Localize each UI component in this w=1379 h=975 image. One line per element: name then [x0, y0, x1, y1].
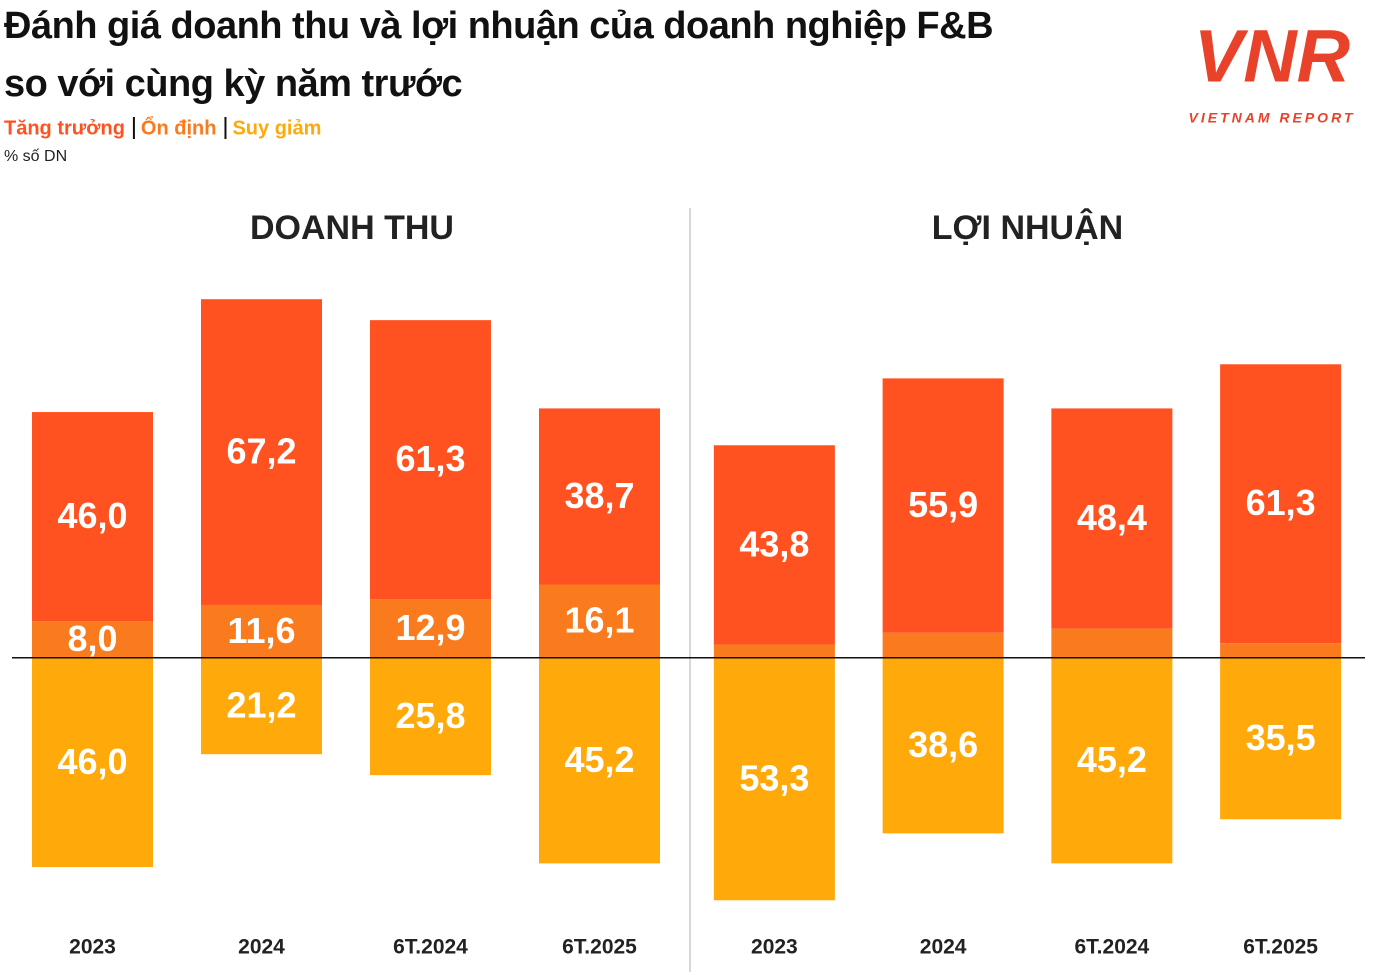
bar-segment: [32, 412, 153, 622]
bar-segment: [1051, 657, 1173, 864]
data-label: 45,2: [1077, 739, 1147, 780]
data-label: 45,2: [564, 739, 634, 780]
bar-segment: [201, 604, 322, 658]
x-tick-label: 2023: [69, 936, 116, 959]
x-tick-label: 6T.2024: [393, 936, 468, 959]
bar-segment: [32, 621, 153, 658]
data-label: 12,9: [395, 607, 465, 648]
legend: Tăng trưởng Ổn định Suy giảm: [4, 115, 321, 139]
bar-segment: [201, 657, 322, 755]
data-label: 16,1: [564, 600, 634, 641]
bar-segment: [882, 657, 1004, 834]
x-tick-label: 2024: [238, 936, 285, 959]
bar-segment: [713, 657, 835, 901]
chart-title: LỢI NHUẬN: [932, 209, 1123, 247]
bar-segment: [713, 445, 835, 645]
bar-segment: [882, 378, 1004, 633]
data-label: 61,3: [395, 438, 465, 479]
logo-mark: VNR: [1194, 15, 1350, 98]
data-label: 8,0: [67, 618, 117, 659]
data-label: 53,3: [739, 758, 809, 799]
title-line: Đánh giá doanh thu và lợi nhuận của doan…: [4, 5, 993, 47]
bar-segment: [1220, 643, 1342, 658]
data-label: 25,8: [395, 695, 465, 736]
bar-segment: [1220, 657, 1342, 820]
bar-segment: [539, 657, 660, 864]
bar-segment: [32, 657, 153, 868]
data-label: 35,5: [1246, 717, 1316, 758]
title-line: so với cùng kỳ năm trước: [4, 63, 462, 105]
unit-label: % số DN: [4, 148, 67, 165]
x-tick-label: 2023: [751, 936, 798, 959]
logo: VNR VIETNAM REPORT: [1189, 15, 1356, 126]
bar-segment: [1051, 628, 1173, 658]
data-label: 43,8: [739, 523, 809, 564]
x-tick-label: 6T.2024: [1075, 936, 1150, 959]
data-label: 67,2: [226, 431, 296, 472]
data-label: 61,3: [1246, 482, 1316, 523]
bar-segment: [1220, 364, 1342, 644]
x-tick-label: 6T.2025: [1243, 936, 1318, 959]
bar-segment: [882, 632, 1004, 658]
bar-segment: [539, 584, 660, 658]
bar-segment: [1051, 408, 1173, 629]
data-label: 38,7: [564, 475, 634, 516]
data-label: 46,0: [57, 741, 127, 782]
bar-segment: [370, 320, 491, 600]
data-label: 11,6: [227, 610, 295, 651]
chart-title: DOANH THU: [250, 209, 454, 247]
data-label: 55,9: [908, 484, 978, 525]
data-label: 46,0: [57, 495, 127, 536]
data-label: 48,4: [1077, 497, 1147, 538]
x-tick-label: 2024: [920, 936, 967, 959]
bar-segment: [201, 299, 322, 605]
data-label: 21,2: [226, 684, 296, 725]
data-label: 38,6: [908, 724, 978, 765]
logo-text: VIETNAM REPORT: [1189, 110, 1356, 126]
bar-segment: [713, 644, 835, 658]
bar-segment: [539, 408, 660, 585]
legend-entry: Ổn định: [141, 115, 217, 139]
legend-entry: Suy giảm: [232, 117, 321, 139]
legend-entry: Tăng trưởng: [4, 117, 125, 139]
bar-segment: [370, 599, 491, 658]
x-tick-label: 6T.2025: [562, 936, 637, 959]
bar-segment: [370, 657, 491, 776]
